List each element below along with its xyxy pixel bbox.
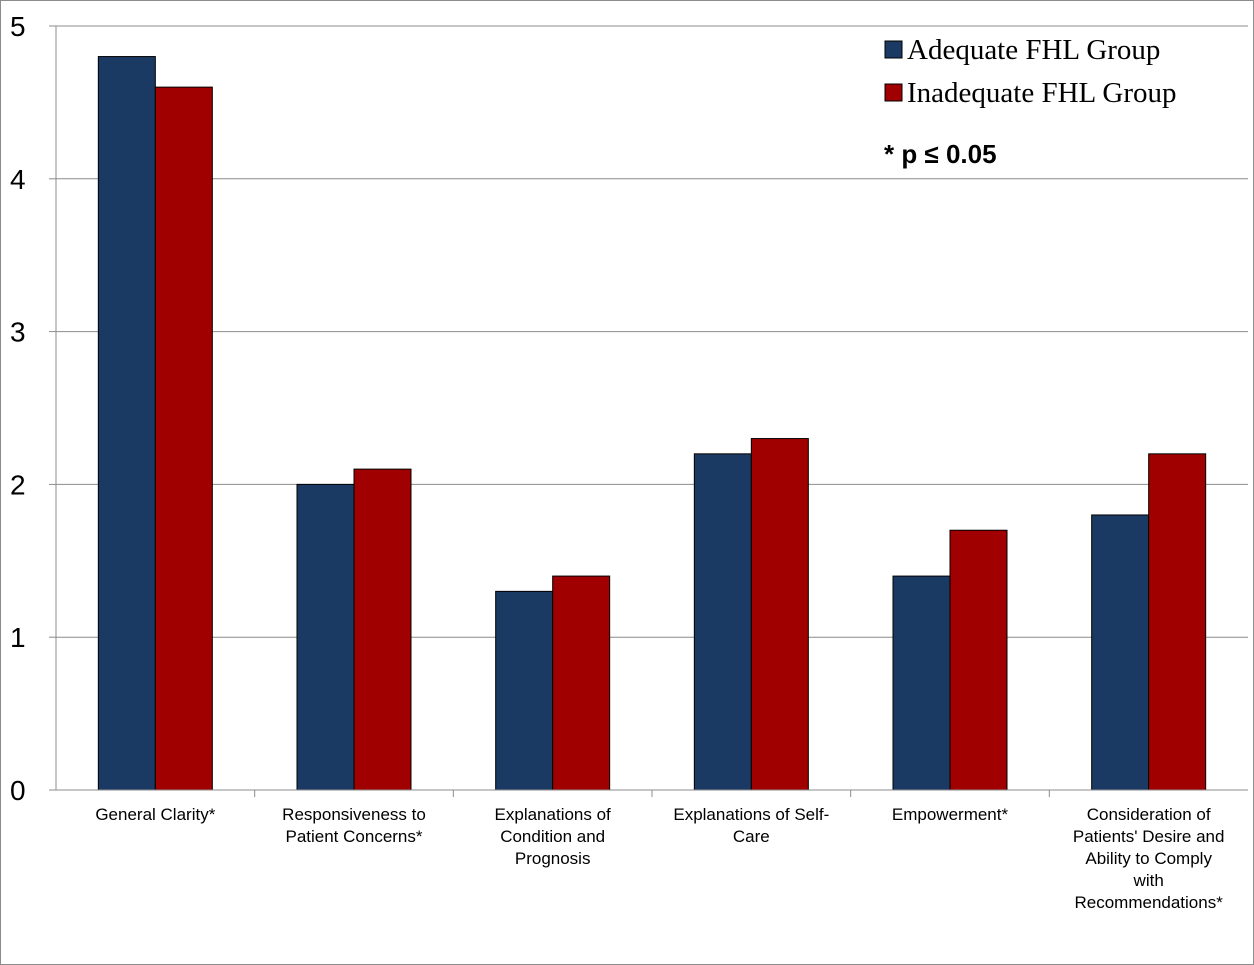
bar-adequate-1 xyxy=(97,56,156,791)
bar-adequate-2 xyxy=(296,483,355,791)
bar-adequate-3 xyxy=(495,590,554,791)
x-category-label: Explanations of Condition and Prognosis xyxy=(495,805,612,868)
bar-adequate-6 xyxy=(1091,514,1150,791)
bar-adequate-4 xyxy=(693,453,752,791)
bar-inadequate-5 xyxy=(949,529,1008,791)
x-category-labels: General Clarity* Responsiveness to Patient… xyxy=(95,805,1224,912)
y-tick-labels: 0 1 2 3 4 5 xyxy=(10,11,26,806)
bars xyxy=(97,56,1207,791)
bar-inadequate-4 xyxy=(750,438,809,791)
significance-note: * p ≤ 0.05 xyxy=(884,139,997,169)
axes xyxy=(49,25,1248,797)
y-tick-label: 5 xyxy=(10,11,26,42)
legend-label: Adequate FHL Group xyxy=(907,34,1160,66)
y-tick-label: 1 xyxy=(10,622,26,653)
y-tick-label: 2 xyxy=(10,469,26,500)
bar-inadequate-3 xyxy=(552,575,611,791)
bar-inadequate-6 xyxy=(1148,453,1207,791)
x-category-label: Responsiveness to Patient Concerns* xyxy=(282,805,426,846)
legend: Adequate FHL Group Inadequate FHL Group * … xyxy=(884,34,1177,169)
bar-adequate-5 xyxy=(892,575,951,791)
x-category-label: General Clarity* xyxy=(95,805,215,824)
y-tick-label: 3 xyxy=(10,317,26,348)
legend-swatch xyxy=(884,83,903,102)
y-tick-label: 0 xyxy=(10,775,26,806)
legend-swatch xyxy=(884,40,903,59)
x-category-label: Explanations of Self-Care xyxy=(673,805,829,846)
bar-inadequate-1 xyxy=(154,86,213,791)
x-category-label: Empowerment* xyxy=(892,805,1009,824)
legend-label: Inadequate FHL Group xyxy=(907,77,1177,109)
gridlines xyxy=(56,25,1248,638)
y-tick-label: 4 xyxy=(10,164,26,195)
bar-inadequate-2 xyxy=(353,468,412,791)
x-category-label: Consideration of Patients' Desire and Abil… xyxy=(1073,805,1225,912)
